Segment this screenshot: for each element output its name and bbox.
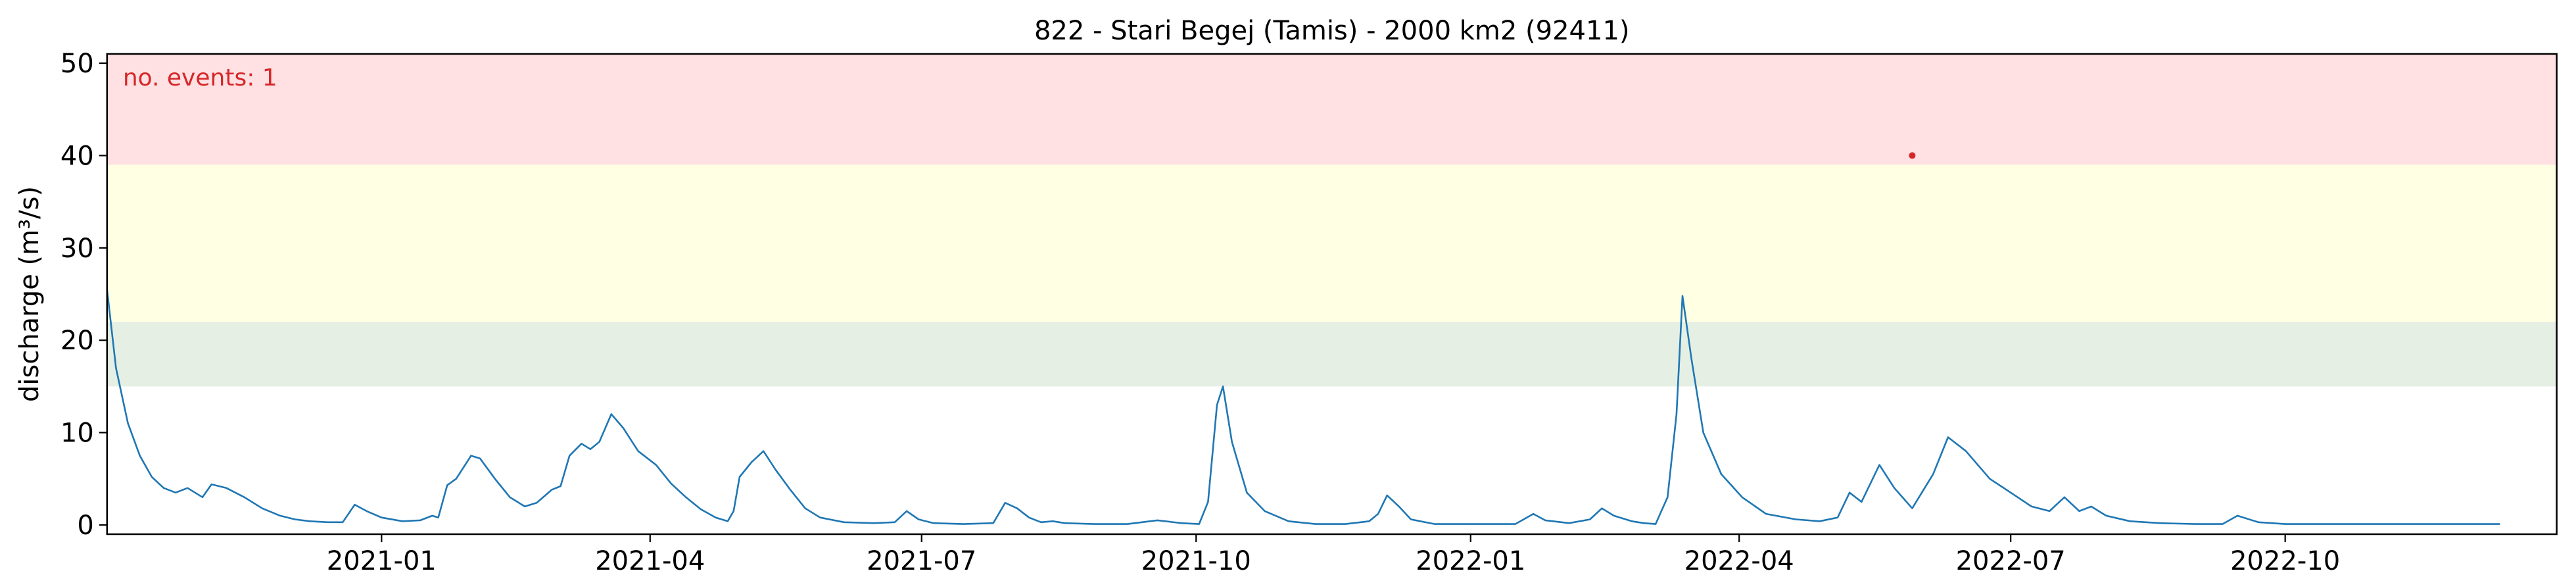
y-tick-label: 20	[60, 326, 94, 356]
event-marker	[1909, 152, 1916, 159]
x-tick-label: 2021-07	[867, 546, 976, 573]
threshold-band-2	[107, 54, 2557, 165]
x-tick-label: 2021-10	[1141, 546, 1251, 573]
threshold-bands	[107, 54, 2557, 387]
plot-frame	[106, 53, 2558, 536]
threshold-band-1	[107, 164, 2557, 322]
y-tick-label: 30	[60, 234, 94, 264]
x-axis-ticks: 2021-01 2021-04 2021-07 2021-10 2022-01 2022-…	[327, 534, 2340, 573]
y-tick-label: 10	[60, 418, 94, 449]
x-tick-label: 2021-01	[327, 546, 437, 573]
x-tick-label: 2022-04	[1684, 546, 1794, 573]
discharge-series-line	[106, 289, 2500, 525]
series-layer	[106, 289, 2500, 525]
x-tick-label: 2022-01	[1416, 546, 1525, 573]
chart-title: 822 - Stari Begej (Tamis) - 2000 km2 (92…	[1034, 16, 1630, 46]
x-tick-label: 2021-04	[595, 546, 705, 573]
y-tick-label: 40	[60, 141, 94, 171]
x-tick-label: 2022-07	[1956, 546, 2066, 573]
x-tick-label: 2022-10	[2230, 546, 2340, 573]
events-count-annotation: no. events: 1	[123, 64, 277, 91]
event-markers	[1909, 152, 1916, 159]
threshold-band-0	[107, 322, 2557, 387]
y-axis-label: discharge (m³/s)	[14, 186, 45, 402]
y-tick-label: 0	[77, 511, 93, 541]
y-axis-ticks: 0 10 20 30 40 50	[60, 49, 107, 541]
y-tick-label: 50	[60, 49, 94, 79]
